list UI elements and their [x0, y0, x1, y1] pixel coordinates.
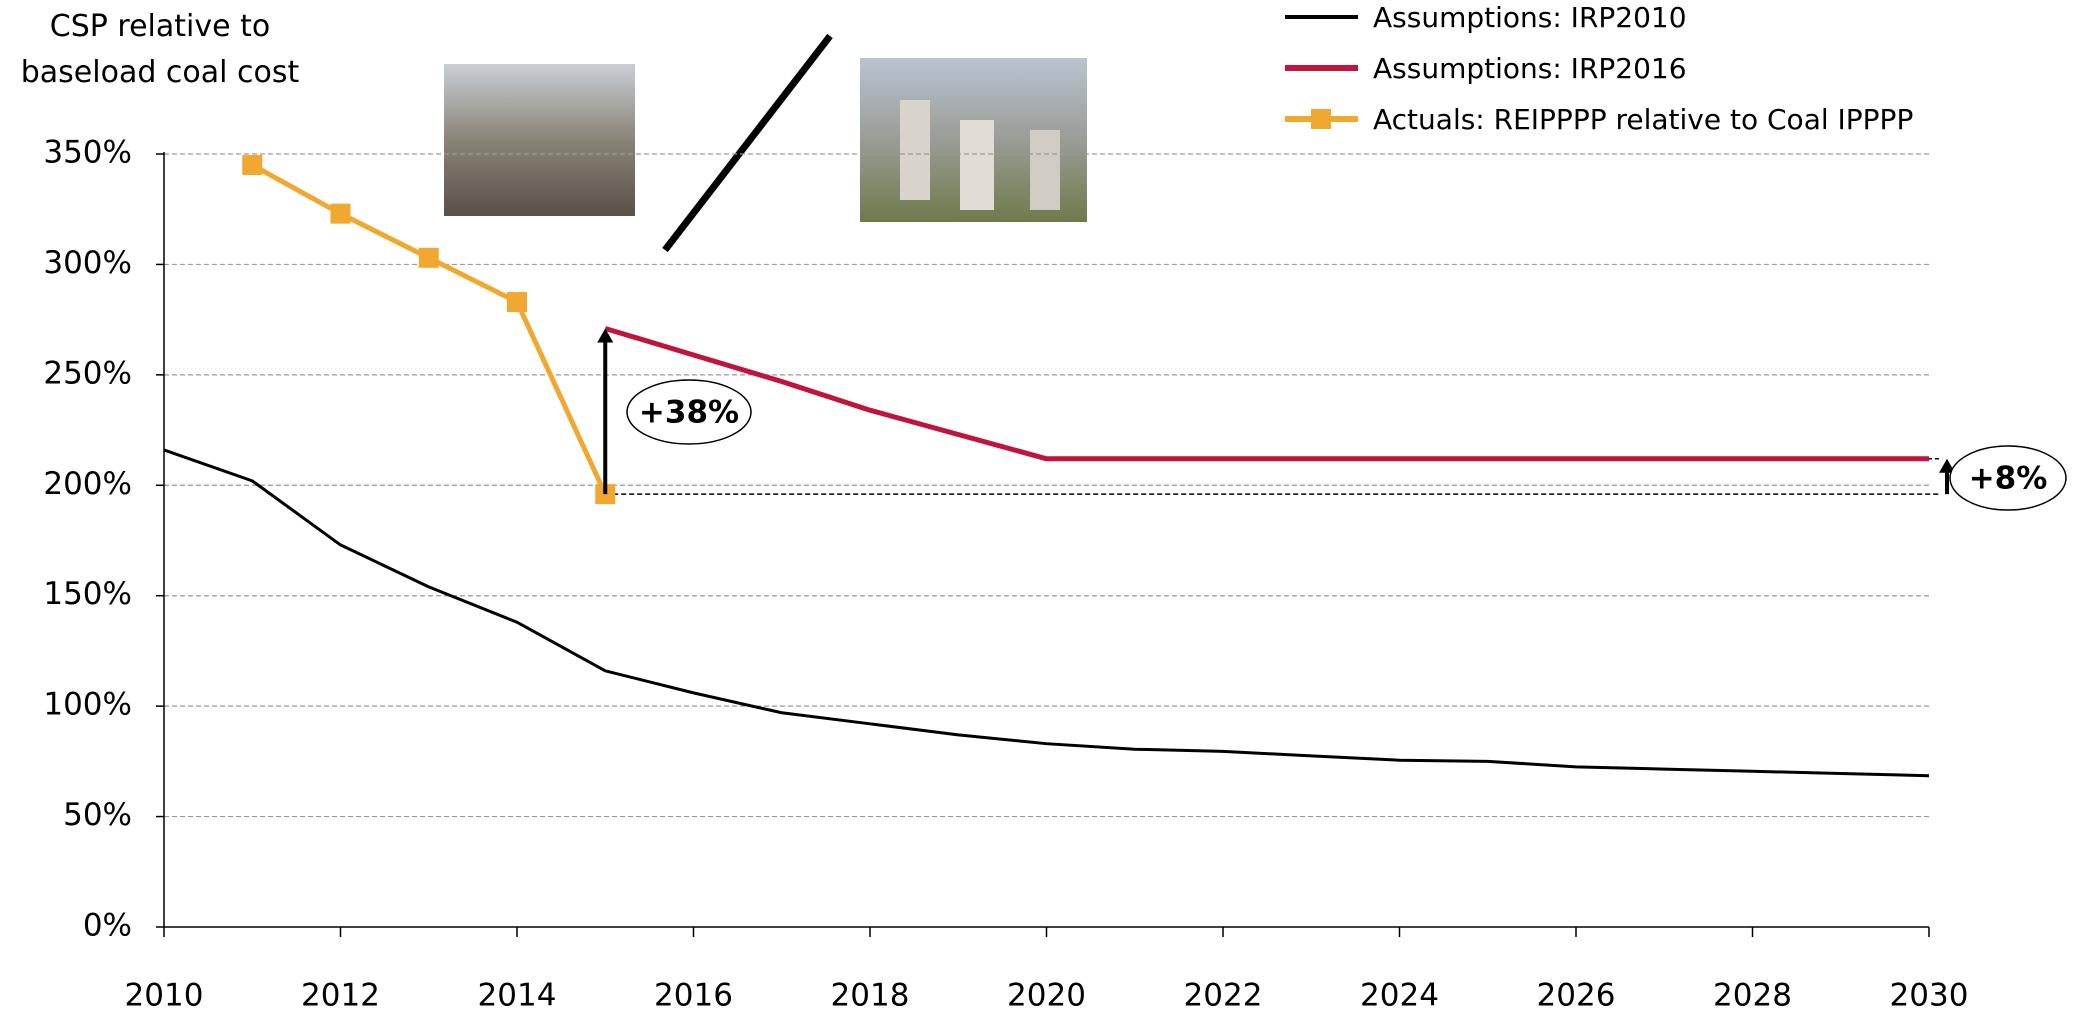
page: CSP relative to baseload coal cost 0%50%… — [0, 0, 2078, 1018]
legend-label: Assumptions: IRP2016 — [1373, 52, 1687, 85]
annotation: +38% — [639, 395, 739, 431]
series-line — [164, 450, 1929, 776]
y-tick-label: 50% — [63, 797, 132, 833]
x-tick-label: 2012 — [301, 978, 380, 1014]
cooling-tower — [1030, 130, 1060, 210]
marker — [507, 292, 527, 312]
x-tick-label: 2020 — [1007, 978, 1086, 1014]
x-tick-label: 2030 — [1890, 978, 1969, 1014]
legend-label: Assumptions: IRP2010 — [1373, 1, 1687, 34]
y-tick-label: 150% — [43, 576, 132, 612]
x-tick-label: 2024 — [1360, 978, 1439, 1014]
y-tick-label: 250% — [43, 355, 132, 391]
x-tick-label: 2018 — [831, 978, 910, 1014]
solar-plant-photo — [444, 64, 635, 216]
y-tick-label: 300% — [43, 245, 132, 281]
legend-marker — [1311, 109, 1331, 129]
y-tick-label: 200% — [43, 466, 132, 502]
x-tick-label: 2014 — [478, 978, 557, 1014]
series-line — [605, 328, 1929, 458]
marker — [331, 204, 351, 224]
cooling-tower — [900, 100, 930, 200]
y-tick-label: 100% — [43, 687, 132, 723]
chart: 0% 50% 100% 150% 200% 250% 300% 350% 2010 2012 201… — [0, 0, 2078, 1018]
x-tick-label: 2010 — [125, 978, 204, 1014]
divider-slash — [665, 36, 830, 250]
cooling-tower — [960, 120, 994, 210]
marker — [242, 155, 262, 175]
marker — [419, 248, 439, 268]
y-tick-label: 0% — [83, 908, 132, 944]
y-tick-label: 350% — [43, 135, 132, 171]
legend-label: Actuals: REIPPPP relative to Coal IPPPP — [1373, 103, 1913, 136]
x-tick-label: 2016 — [654, 978, 733, 1014]
x-tick-label: 2026 — [1537, 978, 1616, 1014]
x-tick-label: 2028 — [1713, 978, 1792, 1014]
x-tick-label: 2022 — [1184, 978, 1263, 1014]
annotation: +8% — [1969, 461, 2048, 497]
